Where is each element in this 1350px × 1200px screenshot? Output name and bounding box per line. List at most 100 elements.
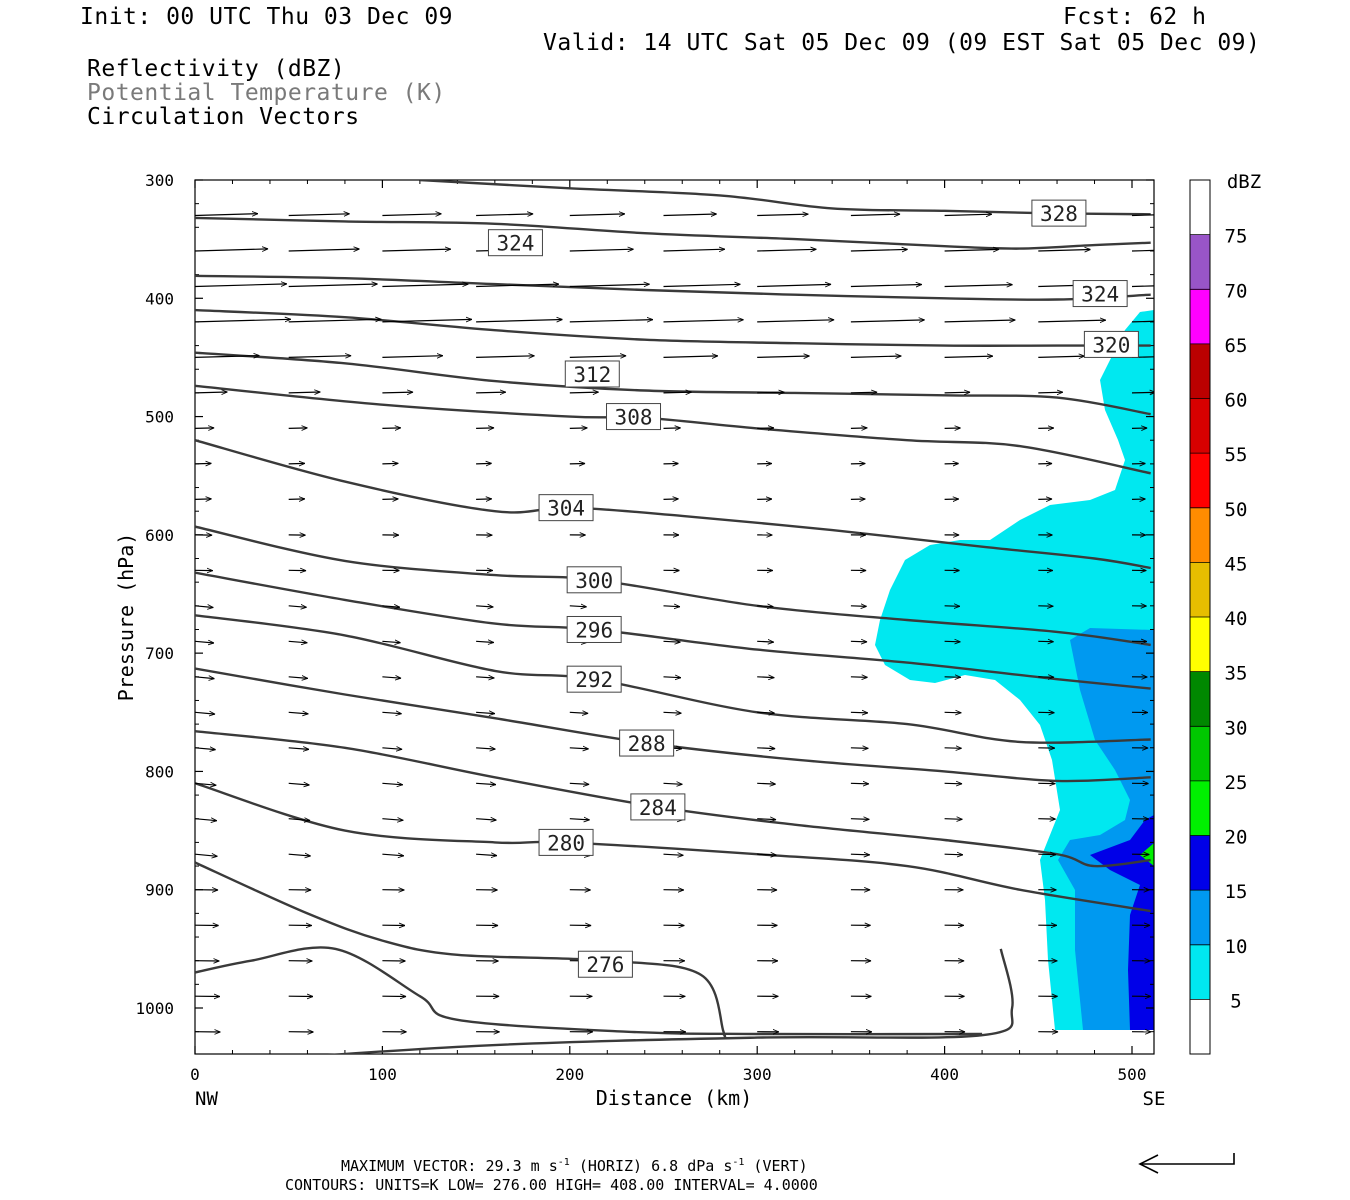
circulation-vector	[663, 712, 682, 713]
circulation-vector	[288, 783, 310, 785]
circulation-vector	[476, 356, 534, 358]
y-tick-label: 800	[145, 762, 174, 781]
circulation-vectors	[195, 214, 1154, 1032]
circulation-vector	[663, 606, 681, 607]
circulation-vector	[757, 641, 774, 642]
theta-contour-label: 296	[575, 618, 613, 642]
circulation-vector	[476, 463, 492, 464]
circulation-vector	[195, 319, 291, 323]
circulation-vector	[195, 499, 212, 500]
circulation-vector	[195, 356, 260, 358]
x-tick-label: 300	[743, 1065, 772, 1084]
colorbar-level-label: 45	[1225, 553, 1248, 575]
colorbar-level-label: 5	[1230, 990, 1241, 1012]
circulation-vector	[1131, 214, 1154, 217]
circulation-vector	[382, 463, 398, 464]
circulation-vector	[757, 854, 776, 855]
init-label: Init: 00 UTC Thu 03 Dec 09	[80, 4, 454, 30]
circulation-vector	[288, 392, 321, 393]
y-axis-title: Pressure (hPa)	[114, 533, 138, 702]
x-tick-label: 0	[190, 1065, 200, 1084]
colorbar-unit-label: dBZ	[1227, 171, 1261, 193]
circulation-vector	[663, 356, 718, 358]
y-tick-label: 900	[145, 881, 174, 900]
circulation-vector	[757, 819, 776, 820]
circulation-vector	[663, 214, 717, 216]
colorbar-swatch	[1190, 343, 1210, 399]
circulation-vector	[944, 285, 1013, 287]
circulation-vector	[382, 854, 404, 856]
plot-frame	[194, 179, 1155, 1055]
circulation-vector	[476, 428, 494, 429]
theta-contour-line	[195, 308, 1151, 347]
circulation-vector	[195, 677, 215, 679]
circulation-vector	[476, 783, 496, 784]
max-vector-line: MAXIMUM VECTOR: 29.3 m s-1 (HORIZ) 6.8 d…	[341, 1157, 808, 1175]
x-tick-label: 100	[368, 1065, 397, 1084]
max-vector-horiz-text: MAXIMUM VECTOR: 29.3 m s	[341, 1157, 558, 1175]
circulation-vector	[569, 819, 590, 820]
circulation-vector	[663, 783, 683, 784]
circulation-vector	[944, 677, 961, 678]
circulation-vector	[382, 748, 402, 750]
x-tick-label: 400	[930, 1065, 959, 1084]
horiz-unit-exponent: -1	[557, 1157, 570, 1168]
circulation-vector	[195, 712, 215, 714]
colorbar-level-label: 20	[1225, 827, 1248, 849]
circulation-vector	[288, 249, 360, 251]
x-tick-label: 500	[1118, 1065, 1147, 1084]
circulation-vector	[944, 392, 971, 393]
theta-contour-line	[195, 384, 1151, 475]
theta-contour-label: 276	[586, 953, 624, 977]
circulation-vector	[476, 499, 492, 500]
theta-label-box	[1031, 199, 1087, 227]
circulation-vector	[850, 748, 869, 749]
y-tick-label: 400	[145, 289, 174, 308]
circulation-vector	[195, 249, 268, 251]
theta-label-box	[606, 403, 662, 431]
circulation-vector	[663, 677, 682, 678]
colorbar-level-label: 75	[1225, 226, 1248, 248]
theta-contour-line	[195, 216, 1151, 250]
circulation-vector	[569, 356, 626, 358]
x-left-end-label: NW	[195, 1088, 218, 1110]
theta-label-box	[1083, 330, 1139, 358]
circulation-vector	[944, 249, 1000, 251]
axis-ticks: 0 100 200 300 400 500 300 400 500 600 700 800 900 100…	[135, 171, 1154, 1084]
circulation-vector	[944, 819, 963, 820]
theta-contour-label: 320	[1092, 333, 1130, 357]
circulation-vector	[476, 712, 495, 713]
theta-contour-line	[195, 571, 1151, 690]
circulation-vector	[944, 748, 962, 749]
circulation-vector	[850, 819, 869, 820]
circulation-vector	[195, 392, 227, 393]
circulation-vector	[944, 854, 963, 855]
theta-label-box	[487, 229, 543, 257]
circulation-vector	[757, 712, 775, 713]
circulation-vector	[944, 320, 1016, 322]
theta-contour-line	[195, 730, 1151, 868]
circulation-vector	[944, 214, 992, 215]
circulation-vector	[476, 606, 493, 607]
theta-contour-label: 284	[639, 796, 677, 820]
circulation-vector	[850, 606, 867, 607]
theta-contour-line	[195, 614, 1151, 744]
vert-unit-exponent: -1	[732, 1157, 745, 1168]
circulation-vector	[944, 641, 961, 642]
circulation-vector	[195, 748, 216, 750]
circulation-vector	[195, 463, 212, 464]
reference-vector-icon	[1138, 1153, 1235, 1174]
theta-contour-line	[195, 274, 1151, 301]
colorbar-level-label: 70	[1225, 280, 1248, 302]
circulation-vector	[382, 214, 441, 216]
circulation-vector	[195, 214, 258, 216]
theta-contour-label: 292	[575, 668, 613, 692]
circulation-vector	[757, 748, 775, 749]
theta-contour-line	[195, 525, 1151, 647]
y-tick-label: 300	[145, 171, 174, 190]
circulation-vector	[288, 214, 350, 216]
circulation-vector	[1131, 356, 1154, 358]
circulation-vector	[1038, 250, 1090, 252]
circulation-vector	[288, 428, 308, 429]
circulation-vector	[476, 284, 559, 288]
